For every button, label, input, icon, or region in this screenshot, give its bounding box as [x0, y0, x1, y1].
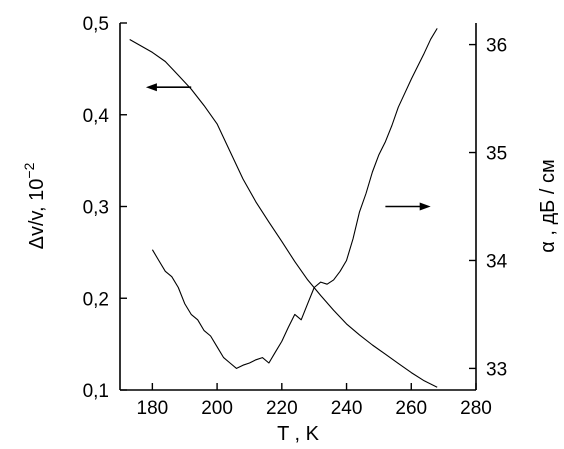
- x-tick-label: 180: [137, 398, 169, 419]
- x-tick-label: 280: [460, 398, 492, 419]
- left-tick-label: 0,4: [83, 106, 110, 127]
- left-axis-title-main: Δv/v, 10: [26, 179, 48, 250]
- right-tick-label: 34: [486, 251, 508, 272]
- left-tick-label: 0,5: [83, 14, 109, 35]
- right-tick-label: 36: [486, 36, 507, 57]
- right-axis-title: α , дБ / см: [537, 159, 559, 252]
- x-tick-label: 220: [266, 398, 298, 419]
- left-tick-label: 0,2: [83, 289, 109, 310]
- right-tick-label: 35: [486, 144, 507, 165]
- left-axis-title-exponent: −2: [21, 162, 37, 178]
- series-arrows: [145, 83, 431, 211]
- x-axis-ticks: 180 200 220 240 260 280: [137, 383, 492, 419]
- x-tick-label: 240: [331, 398, 363, 419]
- x-tick-label: 260: [395, 398, 427, 419]
- left-tick-label: 0,3: [83, 198, 109, 219]
- series-line-left-axis: [129, 39, 438, 388]
- series-line-right-axis: [151, 28, 438, 369]
- arrowhead-right-axis: [419, 202, 431, 211]
- series-group: [129, 28, 438, 388]
- left-axis-title: Δv/v, 10−2: [21, 162, 48, 249]
- arrowhead-left-axis: [145, 83, 157, 92]
- left-tick-label: 0,1: [83, 381, 109, 402]
- right-axis-ticks: 33 34 35 36: [469, 36, 508, 380]
- right-tick-label: 33: [486, 359, 507, 380]
- x-tick-label: 200: [201, 398, 233, 419]
- x-axis-title: T , K: [277, 423, 320, 445]
- left-axis-ticks: 0,1 0,2 0,3 0,4 0,5: [83, 14, 127, 402]
